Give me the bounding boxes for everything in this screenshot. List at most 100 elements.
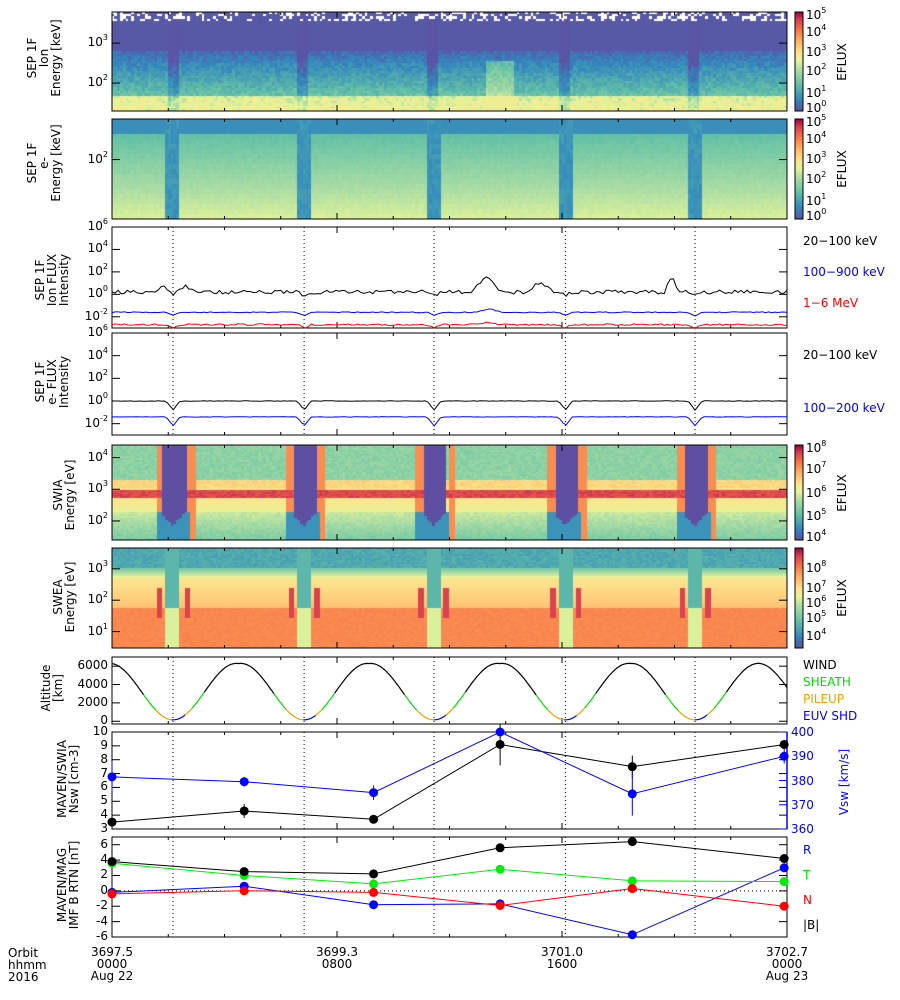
point-Vsw — [107, 772, 117, 782]
legend-|B|: |B| — [803, 918, 820, 932]
series-|B| — [111, 841, 785, 875]
colorbar-tick-label: 105 — [806, 609, 827, 626]
altitude-segment — [584, 693, 597, 709]
x-tick-label: 3702.7 0000 Aug 23 — [757, 946, 817, 982]
y-tick-label: 4 — [100, 852, 108, 867]
point-T — [495, 864, 505, 874]
altitude-segment — [184, 707, 193, 716]
legend-wind: WIND — [803, 658, 837, 672]
point-Nsw — [627, 762, 637, 772]
colorbar-tick-label: 104 — [806, 130, 827, 147]
point-T — [627, 876, 637, 886]
y-tick-label: 100 — [87, 284, 108, 301]
legend-T: T — [803, 868, 811, 882]
colorbar-tick-label: 103 — [806, 150, 827, 167]
point-R — [627, 930, 637, 940]
colorbar-tick-label: 105 — [806, 5, 827, 22]
point-Vsw — [627, 789, 637, 799]
altitude-segment — [694, 714, 708, 721]
altitude-segment — [303, 714, 316, 721]
colorbar-tick-label: 101 — [806, 192, 827, 209]
x-row-label-2016: 2016 — [8, 970, 39, 984]
colorbar-tick-label: 104 — [806, 528, 827, 545]
colorbar-swia — [795, 445, 803, 540]
x-row-label-orbit: Orbit — [8, 946, 39, 960]
panel-frame — [111, 656, 788, 725]
panel-frame — [111, 11, 788, 112]
colorbar-label: EFLUX — [835, 42, 849, 81]
y-tick-label: 106 — [87, 217, 108, 233]
point-|B| — [779, 854, 789, 864]
y-tick-label: 103 — [87, 479, 108, 496]
altitude-segment — [416, 709, 434, 721]
panel-frame — [111, 118, 788, 220]
point-|B| — [495, 843, 505, 853]
panel-frame — [111, 836, 788, 938]
colorbar-swea — [795, 548, 803, 648]
y-tick-label: 0 — [100, 882, 108, 897]
altitude-segment — [725, 662, 788, 693]
legend-20-100 keV: 20−100 keV — [803, 234, 878, 248]
x-row-label-hhmm: hhmm — [8, 958, 47, 972]
altitude-segment — [143, 694, 157, 711]
series-20-100 keV — [111, 276, 788, 297]
point-N — [495, 900, 505, 910]
altitude-segment — [334, 662, 405, 695]
y-tick-label: 102 — [87, 510, 108, 527]
x-orbit: 3699.3 — [316, 945, 358, 959]
y-tick-label: -2 — [96, 898, 108, 913]
point-Vsw — [369, 788, 379, 798]
colorbar-tick-label: 108 — [806, 438, 827, 455]
y-tick-label: 7 — [100, 765, 108, 780]
legend-20-100 keV: 20−100 keV — [803, 348, 878, 362]
colorbar-label: EFLUX — [835, 473, 849, 512]
altitude-segment — [155, 709, 172, 721]
x-orbit: 3702.7 — [766, 945, 808, 959]
point-N — [779, 901, 789, 911]
y-tick-label: 102 — [87, 73, 108, 90]
point-Nsw — [779, 739, 789, 749]
colorbar-tick-label: 103 — [806, 42, 827, 59]
y-tick-label: 6000 — [77, 658, 108, 673]
altitude-segment — [321, 692, 336, 710]
point-|B| — [627, 837, 637, 847]
altitude-segment — [203, 662, 275, 695]
point-N — [107, 889, 117, 899]
point-Vsw — [239, 777, 249, 787]
x-tick-label: 3697.5 0000 Aug 22 — [82, 946, 142, 982]
colorbar-tick-label: 106 — [806, 483, 827, 500]
y-tick-label: 104 — [87, 447, 108, 464]
altitude-segment — [464, 662, 537, 696]
panel-frame — [111, 444, 788, 541]
altitude-segment — [111, 663, 144, 695]
x-hhmm: 1600 — [546, 957, 578, 971]
y-tick-label: 104 — [87, 345, 108, 362]
x-orbit: 3701.0 — [541, 945, 583, 959]
y2-tick-label: 360 — [791, 822, 814, 836]
y-tick-label: 10 — [92, 724, 108, 738]
x-hhmm: 0000 — [771, 957, 803, 971]
colorbar-tick-label: 105 — [806, 113, 827, 130]
y2-tick-label: 380 — [791, 773, 814, 788]
colorbar-frame — [794, 11, 804, 112]
colorbar-tick-label: 104 — [806, 627, 827, 644]
point-R — [369, 900, 379, 910]
series-N — [111, 887, 785, 907]
y2-tick-label: 400 — [791, 725, 814, 739]
legend-sheath: SHEATH — [803, 675, 851, 689]
colorbar-tick-label: 106 — [806, 594, 827, 611]
y-tick-label: 3 — [100, 821, 108, 835]
colorbar-tick-label: 100 — [806, 99, 827, 116]
altitude-segment — [433, 714, 447, 721]
panel-frame — [111, 332, 788, 436]
point-Vsw — [779, 751, 789, 761]
y-tick-label: 103 — [87, 33, 108, 50]
y-tick-label: -4 — [96, 913, 108, 928]
colorbar-sep-e — [795, 119, 803, 219]
legend-N: N — [803, 893, 812, 907]
legend-1-6 MeV: 1−6 MeV — [803, 296, 859, 310]
sep-e-spectrogram — [112, 119, 787, 219]
altitude-segment — [315, 708, 323, 716]
point-N — [369, 887, 379, 897]
y-tick-label: 2 — [100, 867, 108, 882]
